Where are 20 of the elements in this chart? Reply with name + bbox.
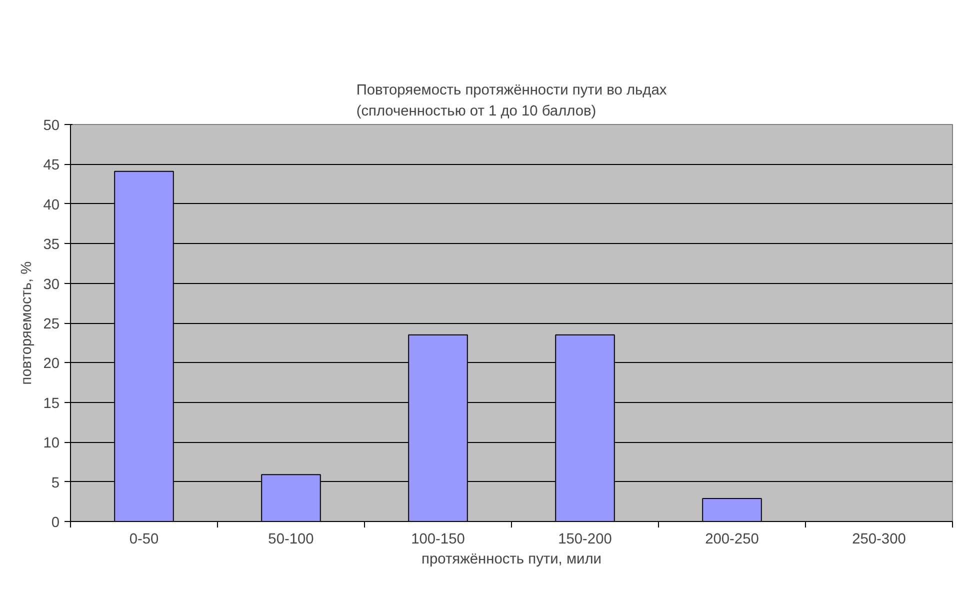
x-tick-label: 100-150: [411, 532, 465, 548]
y-tick-label: 20: [43, 356, 60, 372]
chart-title: Повторяемость протяжённости пути во льдах (сплоченностью от 1 до 10 баллов): [356, 82, 668, 120]
x-tick-label: 50-100: [268, 532, 314, 548]
y-tick-label: 35: [43, 237, 60, 254]
y-tick-label: 45: [43, 158, 60, 174]
y-tick-label: 15: [43, 396, 60, 412]
x-axis-title: протяжённость пути, мили: [422, 552, 602, 568]
y-tick-label: 30: [43, 276, 60, 293]
x-tick-label: 250-300: [852, 532, 906, 548]
x-tick-label: 150-200: [558, 532, 612, 548]
y-tick-label: 10: [43, 436, 60, 452]
x-tick-label: 0-50: [129, 532, 159, 548]
y-tick-label: 5: [51, 475, 60, 492]
y-tick-label: 50: [43, 118, 60, 134]
x-tick-label: 200-250: [705, 532, 759, 548]
y-axis-title: повторяемость, %: [19, 261, 36, 385]
y-tick-label: 0: [51, 515, 60, 531]
y-tick-label: 25: [43, 316, 60, 332]
y-tick-label: 40: [43, 197, 60, 214]
